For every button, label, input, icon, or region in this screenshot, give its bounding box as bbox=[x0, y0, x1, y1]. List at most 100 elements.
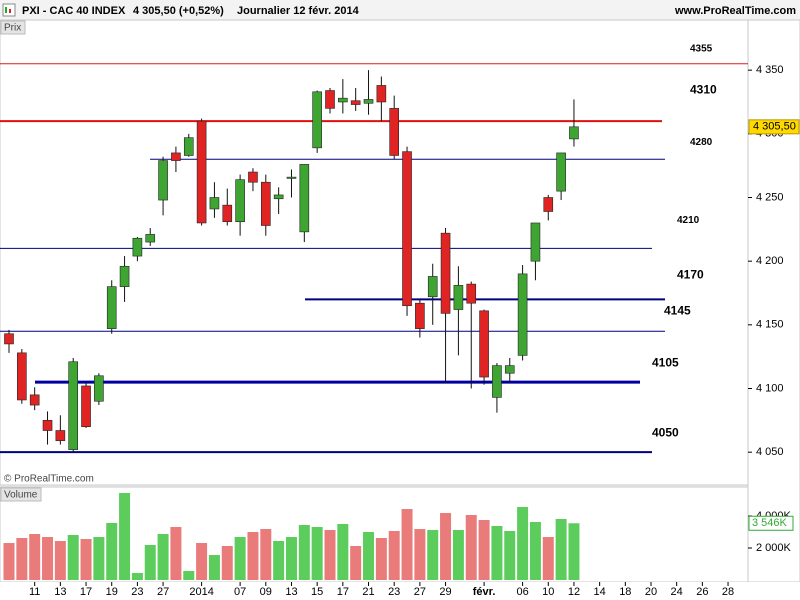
level-label: 4210 bbox=[677, 215, 700, 226]
volume-bar bbox=[106, 523, 118, 580]
volume-bar bbox=[3, 543, 15, 580]
volume-bar bbox=[196, 543, 208, 580]
volume-bar bbox=[67, 535, 79, 580]
x-tick-label: 19 bbox=[106, 586, 118, 598]
candle-body bbox=[299, 164, 310, 233]
candle-body bbox=[504, 365, 515, 374]
volume-bar bbox=[260, 529, 272, 580]
candle-body bbox=[286, 176, 297, 179]
volume-bar bbox=[529, 522, 541, 580]
volume-bar bbox=[16, 538, 28, 580]
x-tick-label: 24 bbox=[671, 586, 683, 598]
pane-label: Prix bbox=[4, 23, 21, 34]
volume-bar bbox=[234, 537, 246, 580]
y-tick-label: 4 200 bbox=[756, 255, 784, 267]
volume-bar bbox=[427, 530, 439, 580]
candle-body bbox=[42, 420, 53, 431]
last-price-label: 4 305,50 bbox=[753, 121, 796, 133]
pane-label-box bbox=[0, 20, 26, 35]
candle-body bbox=[479, 310, 489, 378]
volume-bar bbox=[401, 509, 413, 580]
candle-body bbox=[29, 394, 40, 406]
y-tick-label: 4 250 bbox=[756, 191, 784, 203]
volume-bar bbox=[131, 573, 143, 580]
level-label: 4310 bbox=[690, 82, 717, 96]
level-label: 4105 bbox=[652, 355, 679, 369]
volume-bar bbox=[452, 530, 464, 580]
candle-body bbox=[312, 91, 322, 149]
candle-body bbox=[171, 152, 181, 161]
last-volume-tag bbox=[748, 515, 794, 531]
volume-bar bbox=[298, 525, 310, 580]
candle-body bbox=[145, 234, 156, 243]
x-tick-label: 17 bbox=[337, 586, 349, 598]
level-label: 4280 bbox=[690, 137, 713, 148]
period: Journalier 12 févr. 2014 bbox=[237, 5, 360, 17]
last-price-tag bbox=[748, 119, 800, 135]
volume-bar bbox=[208, 555, 220, 580]
candle-body bbox=[415, 302, 425, 329]
candle-body bbox=[350, 100, 361, 105]
volume-bar bbox=[324, 530, 336, 580]
candle-body bbox=[119, 265, 130, 287]
y-tick-label: 4 350 bbox=[756, 64, 784, 76]
candle-body bbox=[196, 120, 207, 224]
pane-label-box bbox=[0, 487, 42, 502]
candle-body bbox=[106, 286, 117, 329]
x-tick-label: 15 bbox=[311, 586, 323, 598]
candle-body bbox=[81, 385, 91, 428]
candle-body bbox=[55, 430, 66, 442]
volume-bar bbox=[29, 534, 41, 580]
candle-body bbox=[363, 99, 374, 104]
volume-bar bbox=[363, 532, 375, 580]
candle-body bbox=[466, 283, 477, 304]
volume-bar bbox=[42, 537, 54, 580]
last-volume-label: 3 546K bbox=[752, 517, 788, 529]
x-tick-label: 12 bbox=[568, 586, 580, 598]
x-tick-label: 20 bbox=[645, 586, 657, 598]
candle-body bbox=[158, 160, 168, 201]
volume-bar bbox=[568, 523, 580, 580]
x-tick-label: 06 bbox=[516, 586, 528, 598]
y-tick-label: 4 050 bbox=[756, 446, 784, 458]
level-label: 4170 bbox=[677, 268, 704, 282]
candle-body bbox=[427, 276, 438, 298]
volume-bar bbox=[54, 541, 66, 580]
candle-body bbox=[517, 273, 528, 356]
x-tick-label: 13 bbox=[54, 586, 66, 598]
site: www.ProRealTime.com bbox=[674, 5, 796, 17]
x-tick-label: 14 bbox=[594, 586, 606, 598]
x-tick-label: 23 bbox=[131, 586, 143, 598]
x-tick-label: 17 bbox=[80, 586, 92, 598]
candle-body bbox=[492, 365, 502, 398]
volume-bar bbox=[350, 546, 362, 580]
candle-body bbox=[453, 285, 464, 310]
y-tick-label: 2 000K bbox=[756, 542, 792, 554]
volume-bar bbox=[93, 537, 105, 580]
x-tick-label: 27 bbox=[414, 586, 426, 598]
x-tick-label: 23 bbox=[388, 586, 400, 598]
x-tick-label: 2014 bbox=[189, 586, 213, 598]
candle-body bbox=[440, 232, 451, 314]
candle-body bbox=[556, 152, 566, 192]
x-tick-label: févr. bbox=[473, 586, 496, 598]
candle-body bbox=[325, 90, 335, 109]
volume-bar bbox=[119, 493, 131, 580]
candle-body bbox=[17, 352, 27, 401]
y-tick-label: 4 150 bbox=[756, 319, 784, 331]
pane-label: Volume bbox=[4, 490, 38, 501]
x-tick-label: 09 bbox=[260, 586, 272, 598]
volume-bar bbox=[273, 541, 285, 580]
y-axis-area bbox=[747, 19, 800, 583]
candle-body bbox=[402, 151, 412, 307]
x-tick-label: 21 bbox=[362, 586, 374, 598]
x-tick-label: 13 bbox=[285, 586, 297, 598]
candle-body bbox=[376, 85, 387, 103]
volume-bar bbox=[517, 507, 529, 580]
volume-bar bbox=[440, 513, 452, 580]
x-tick-label: 29 bbox=[439, 586, 451, 598]
candle-body bbox=[209, 197, 220, 210]
candle-body bbox=[222, 204, 233, 222]
x-tick-label: 18 bbox=[619, 586, 631, 598]
